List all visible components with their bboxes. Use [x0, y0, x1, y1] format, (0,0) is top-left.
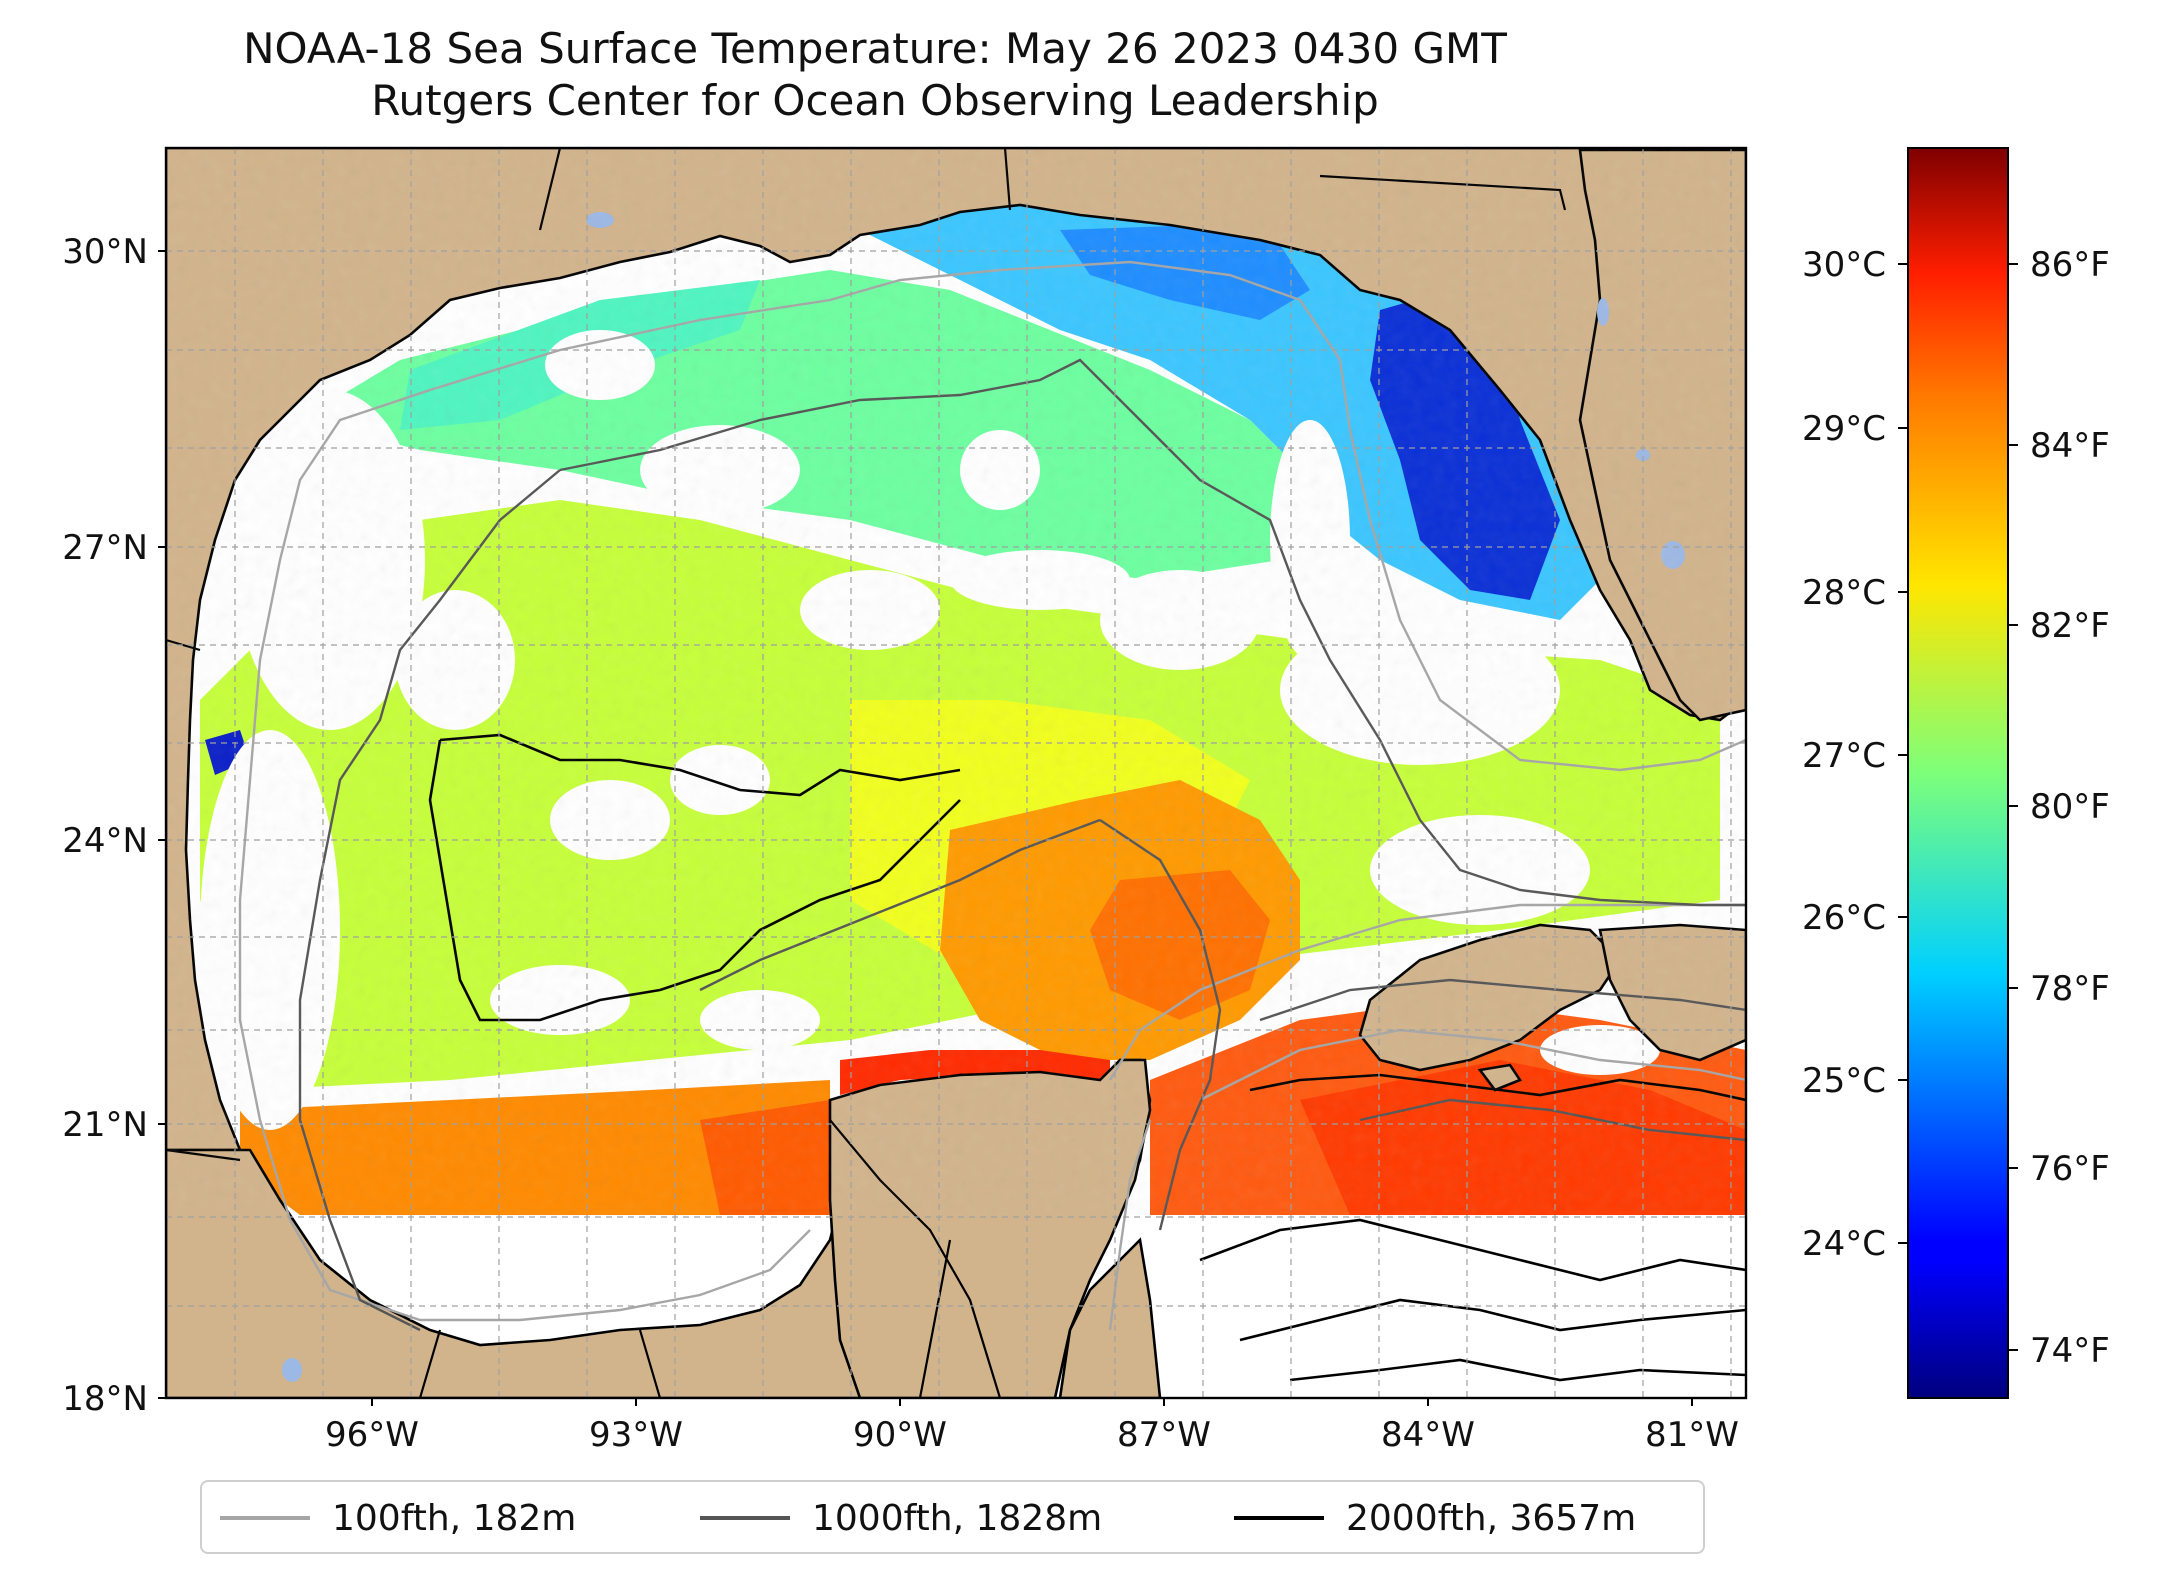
colorbar-c-label-26: 26°C	[1802, 898, 1886, 938]
colorbar-f-label-80: 80°F	[2030, 787, 2110, 827]
lon-label-93w: 93°W	[589, 1415, 683, 1455]
lon-label-87w: 87°W	[1117, 1415, 1211, 1455]
legend-swatch-2000fth	[1234, 1516, 1324, 1520]
legend-label-2000fth: 2000fth, 3657m	[1346, 1497, 1637, 1539]
lon-label-84w: 84°W	[1381, 1415, 1475, 1455]
colorbar-f-label-84: 84°F	[2030, 426, 2110, 466]
colorbar-f-label-78: 78°F	[2030, 969, 2110, 1009]
lat-label-24n: 24°N	[62, 821, 148, 861]
colorbar-c-label-29: 29°C	[1802, 409, 1886, 449]
lon-label-90w: 90°W	[853, 1415, 947, 1455]
colorbar-f-label-76: 76°F	[2030, 1149, 2110, 1189]
legend-label-100fth: 100fth, 182m	[332, 1497, 577, 1539]
lat-label-18n: 18°N	[62, 1379, 148, 1419]
legend-swatch-100fth	[220, 1516, 310, 1520]
colorbar-gradient	[1907, 147, 2009, 1399]
lat-label-21n: 21°N	[62, 1105, 148, 1145]
colorbar-f-label-86: 86°F	[2030, 245, 2110, 285]
colorbar: 30°C 29°C 28°C 27°C 26°C 25°C 24°C 86°F …	[1802, 147, 2110, 1399]
colorbar-celsius-ticks	[1898, 263, 1908, 1244]
tick-marks	[158, 250, 1693, 1406]
lon-label-81w: 81°W	[1645, 1415, 1739, 1455]
colorbar-c-label-24: 24°C	[1802, 1224, 1886, 1264]
map-frame	[164, 146, 1748, 1400]
longitude-labels: 96°W 93°W 90°W 87°W 84°W 81°W	[325, 1415, 1739, 1455]
legend-item-100fth: 100fth, 182m	[220, 1496, 576, 1540]
lon-label-96w: 96°W	[325, 1415, 419, 1455]
lat-label-30n: 30°N	[62, 232, 148, 272]
legend-swatch-1000fth	[700, 1516, 790, 1520]
map-title: NOAA-18 Sea Surface Temperature: May 26 …	[243, 24, 1507, 73]
colorbar-fahrenheit-ticks	[2008, 263, 2018, 1351]
colorbar-c-label-27: 27°C	[1802, 736, 1886, 776]
colorbar-f-label-74: 74°F	[2030, 1331, 2110, 1371]
colorbar-c-label-25: 25°C	[1802, 1061, 1886, 1101]
legend-item-1000fth: 1000fth, 1828m	[700, 1496, 1102, 1540]
land-central-america	[1058, 1237, 1162, 1398]
latitude-labels: 30°N 27°N 24°N 21°N 18°N	[62, 232, 148, 1419]
legend-label-1000fth: 1000fth, 1828m	[812, 1497, 1103, 1539]
data-texture	[166, 148, 1746, 1215]
colorbar-c-label-28: 28°C	[1802, 573, 1886, 613]
lat-label-27n: 27°N	[62, 528, 148, 568]
legend-item-2000fth: 2000fth, 3657m	[1234, 1496, 1636, 1540]
colorbar-c-label-30: 30°C	[1802, 245, 1886, 285]
map-subtitle: Rutgers Center for Ocean Observing Leade…	[371, 76, 1379, 125]
map-area	[166, 148, 1746, 1398]
contour-legend: 100fth, 182m 1000fth, 1828m 2000fth, 365…	[200, 1480, 1705, 1554]
colorbar-f-label-82: 82°F	[2030, 606, 2110, 646]
